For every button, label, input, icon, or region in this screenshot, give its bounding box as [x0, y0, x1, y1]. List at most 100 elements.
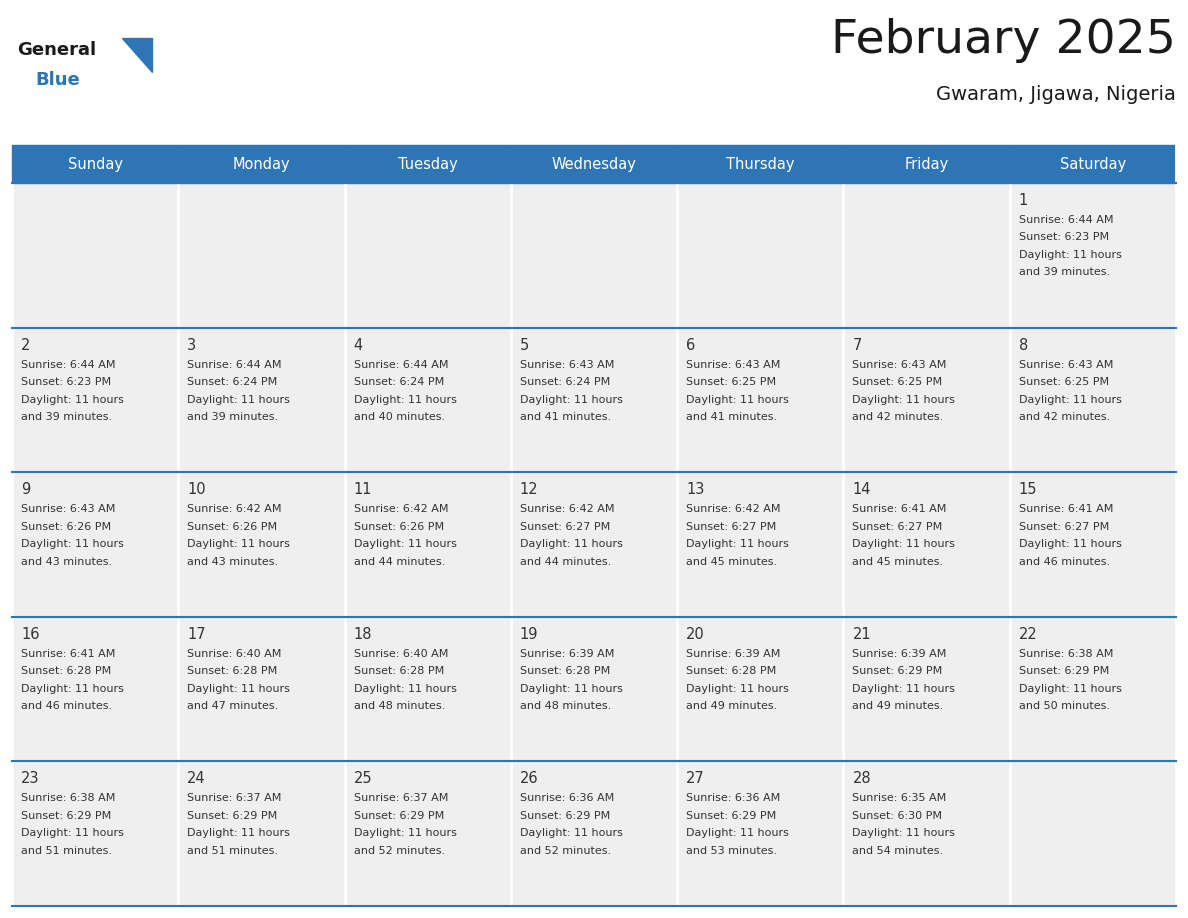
Text: and 42 minutes.: and 42 minutes. — [1019, 412, 1110, 422]
Polygon shape — [843, 183, 1010, 328]
Text: Sunset: 6:25 PM: Sunset: 6:25 PM — [853, 377, 942, 387]
Text: Sunset: 6:25 PM: Sunset: 6:25 PM — [687, 377, 776, 387]
Text: Sunrise: 6:41 AM: Sunrise: 6:41 AM — [853, 504, 947, 514]
Text: Daylight: 11 hours: Daylight: 11 hours — [687, 395, 789, 405]
Text: Sunrise: 6:42 AM: Sunrise: 6:42 AM — [354, 504, 448, 514]
Text: and 50 minutes.: and 50 minutes. — [1019, 701, 1110, 711]
Text: Sunset: 6:29 PM: Sunset: 6:29 PM — [188, 811, 278, 821]
Text: and 46 minutes.: and 46 minutes. — [21, 701, 112, 711]
Text: Friday: Friday — [904, 156, 949, 172]
Text: Sunset: 6:23 PM: Sunset: 6:23 PM — [1019, 232, 1108, 242]
Polygon shape — [511, 145, 677, 183]
Text: 20: 20 — [687, 627, 704, 642]
Text: Sunrise: 6:44 AM: Sunrise: 6:44 AM — [21, 360, 115, 370]
Polygon shape — [178, 328, 345, 472]
Polygon shape — [178, 761, 345, 906]
Polygon shape — [1010, 145, 1176, 183]
Text: Daylight: 11 hours: Daylight: 11 hours — [687, 539, 789, 549]
Text: Sunrise: 6:43 AM: Sunrise: 6:43 AM — [520, 360, 614, 370]
Text: Daylight: 11 hours: Daylight: 11 hours — [520, 395, 623, 405]
Text: 10: 10 — [188, 482, 206, 498]
Text: Sunrise: 6:35 AM: Sunrise: 6:35 AM — [853, 793, 947, 803]
Text: Sunset: 6:28 PM: Sunset: 6:28 PM — [188, 666, 278, 677]
Polygon shape — [178, 183, 345, 328]
Text: 9: 9 — [21, 482, 30, 498]
Polygon shape — [843, 472, 1010, 617]
Polygon shape — [677, 472, 843, 617]
Text: 5: 5 — [520, 338, 529, 353]
Polygon shape — [12, 761, 178, 906]
Polygon shape — [511, 761, 677, 906]
Text: 22: 22 — [1019, 627, 1037, 642]
Text: Sunrise: 6:36 AM: Sunrise: 6:36 AM — [687, 793, 781, 803]
Text: and 47 minutes.: and 47 minutes. — [188, 701, 278, 711]
Polygon shape — [1010, 761, 1176, 906]
Text: Sunset: 6:24 PM: Sunset: 6:24 PM — [520, 377, 611, 387]
Polygon shape — [12, 617, 178, 761]
Text: Monday: Monday — [233, 156, 290, 172]
Text: Wednesday: Wednesday — [551, 156, 637, 172]
Text: 26: 26 — [520, 771, 538, 787]
Text: Daylight: 11 hours: Daylight: 11 hours — [1019, 250, 1121, 260]
Text: Daylight: 11 hours: Daylight: 11 hours — [853, 539, 955, 549]
Text: and 43 minutes.: and 43 minutes. — [21, 556, 112, 566]
Text: and 48 minutes.: and 48 minutes. — [520, 701, 611, 711]
Text: and 43 minutes.: and 43 minutes. — [188, 556, 278, 566]
Text: and 45 minutes.: and 45 minutes. — [853, 556, 943, 566]
Text: and 52 minutes.: and 52 minutes. — [354, 845, 444, 856]
Text: Sunset: 6:24 PM: Sunset: 6:24 PM — [188, 377, 278, 387]
Text: Sunrise: 6:44 AM: Sunrise: 6:44 AM — [188, 360, 282, 370]
Text: Sunrise: 6:42 AM: Sunrise: 6:42 AM — [520, 504, 614, 514]
Text: 25: 25 — [354, 771, 372, 787]
Text: Sunset: 6:26 PM: Sunset: 6:26 PM — [354, 521, 443, 532]
Text: Sunset: 6:29 PM: Sunset: 6:29 PM — [1019, 666, 1108, 677]
Text: 19: 19 — [520, 627, 538, 642]
Text: Sunrise: 6:44 AM: Sunrise: 6:44 AM — [354, 360, 448, 370]
Text: 24: 24 — [188, 771, 206, 787]
Text: Sunrise: 6:37 AM: Sunrise: 6:37 AM — [188, 793, 282, 803]
Text: Sunrise: 6:43 AM: Sunrise: 6:43 AM — [687, 360, 781, 370]
Text: 17: 17 — [188, 627, 206, 642]
Polygon shape — [1010, 472, 1176, 617]
Text: and 52 minutes.: and 52 minutes. — [520, 845, 611, 856]
Text: Sunset: 6:29 PM: Sunset: 6:29 PM — [21, 811, 112, 821]
Polygon shape — [511, 183, 677, 328]
Text: Sunrise: 6:39 AM: Sunrise: 6:39 AM — [520, 649, 614, 659]
Polygon shape — [178, 145, 345, 183]
Text: Sunrise: 6:40 AM: Sunrise: 6:40 AM — [354, 649, 448, 659]
Text: 7: 7 — [853, 338, 861, 353]
Text: Daylight: 11 hours: Daylight: 11 hours — [354, 684, 456, 694]
Text: Daylight: 11 hours: Daylight: 11 hours — [188, 684, 290, 694]
Polygon shape — [345, 328, 511, 472]
Text: Sunrise: 6:38 AM: Sunrise: 6:38 AM — [21, 793, 115, 803]
Text: Sunset: 6:24 PM: Sunset: 6:24 PM — [354, 377, 444, 387]
Text: Daylight: 11 hours: Daylight: 11 hours — [354, 539, 456, 549]
Text: and 39 minutes.: and 39 minutes. — [188, 412, 278, 422]
Text: Daylight: 11 hours: Daylight: 11 hours — [188, 395, 290, 405]
Polygon shape — [345, 183, 511, 328]
Text: and 49 minutes.: and 49 minutes. — [687, 701, 777, 711]
Text: 14: 14 — [853, 482, 871, 498]
Text: Sunrise: 6:42 AM: Sunrise: 6:42 AM — [188, 504, 282, 514]
Text: Sunrise: 6:43 AM: Sunrise: 6:43 AM — [853, 360, 947, 370]
Text: and 49 minutes.: and 49 minutes. — [853, 701, 943, 711]
Text: 6: 6 — [687, 338, 695, 353]
Text: Daylight: 11 hours: Daylight: 11 hours — [520, 684, 623, 694]
Text: Blue: Blue — [34, 71, 80, 89]
Text: Sunset: 6:25 PM: Sunset: 6:25 PM — [1019, 377, 1108, 387]
Text: and 46 minutes.: and 46 minutes. — [1019, 556, 1110, 566]
Text: Sunset: 6:28 PM: Sunset: 6:28 PM — [687, 666, 777, 677]
Text: and 42 minutes.: and 42 minutes. — [853, 412, 943, 422]
Polygon shape — [843, 617, 1010, 761]
Polygon shape — [843, 328, 1010, 472]
Text: Sunset: 6:29 PM: Sunset: 6:29 PM — [354, 811, 444, 821]
Polygon shape — [345, 617, 511, 761]
Text: Sunset: 6:26 PM: Sunset: 6:26 PM — [188, 521, 278, 532]
Text: February 2025: February 2025 — [832, 18, 1176, 63]
Text: 13: 13 — [687, 482, 704, 498]
Text: Daylight: 11 hours: Daylight: 11 hours — [687, 684, 789, 694]
Text: Sunset: 6:27 PM: Sunset: 6:27 PM — [1019, 521, 1108, 532]
Text: Gwaram, Jigawa, Nigeria: Gwaram, Jigawa, Nigeria — [936, 85, 1176, 104]
Text: Tuesday: Tuesday — [398, 156, 457, 172]
Text: Daylight: 11 hours: Daylight: 11 hours — [1019, 395, 1121, 405]
